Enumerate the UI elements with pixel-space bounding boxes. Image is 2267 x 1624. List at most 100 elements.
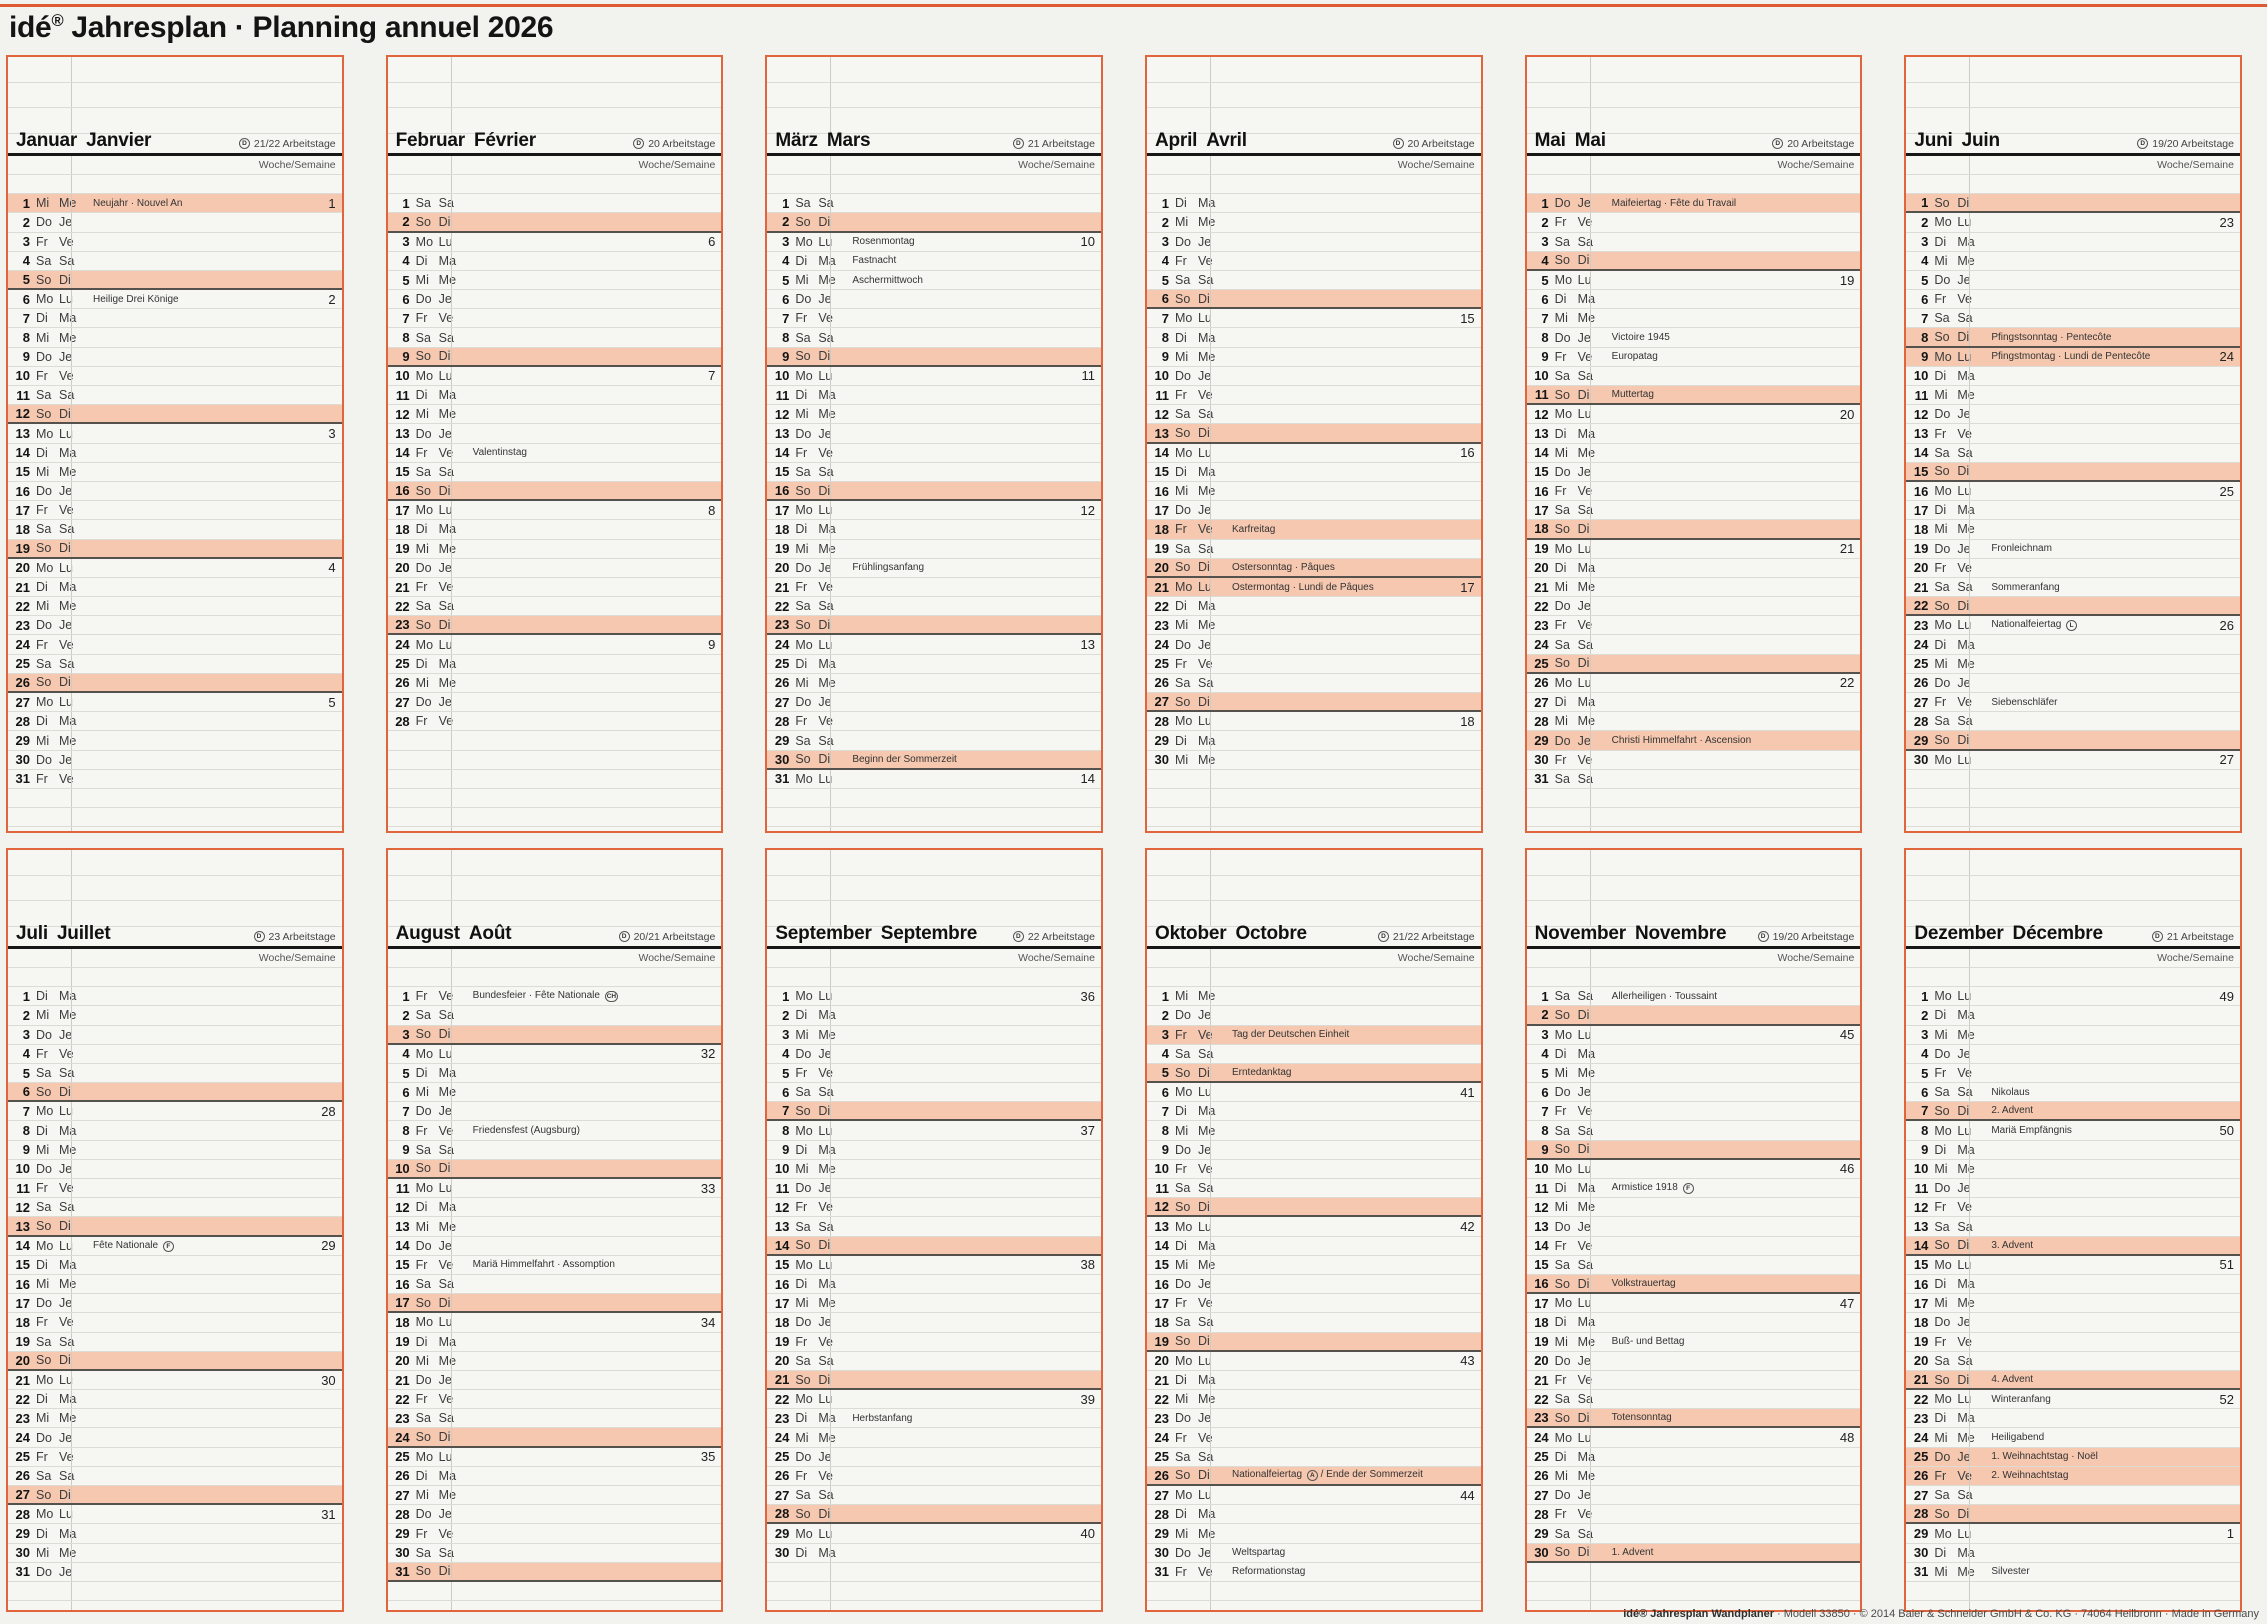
day-abbr-de: So (1174, 1199, 1191, 1214)
holiday-label: Mariä Himmelfahrt · Assomption (472, 1259, 615, 1271)
ruled-blank-row (8, 788, 342, 809)
day-abbr-fr: Ve (818, 311, 833, 326)
day-abbr-fr: Di (1197, 1199, 1210, 1214)
day-number: 4 (1541, 1046, 1549, 1062)
day-row: 18 So Di (1526, 520, 1861, 540)
day-row: 22 Mi Me (1146, 1390, 1481, 1410)
day-abbr-de: Mi (415, 1219, 429, 1234)
day-number: 19 (395, 541, 410, 557)
week-number: 47 (1839, 1295, 1855, 1311)
day-number: 15 (15, 1257, 30, 1273)
day-abbr-de: Sa (1554, 234, 1570, 249)
month-name-de: Oktober (1154, 922, 1227, 944)
months-grid: Januar Janvier D 21/22 Arbeitstage Woche/Sem… (6, 55, 2242, 1612)
day-abbr-de: Mi (415, 1085, 429, 1100)
day-abbr-de: So (1934, 195, 1950, 210)
day-abbr-fr: Ma (59, 580, 77, 594)
day-number: 13 (15, 426, 30, 441)
day-abbr-fr: Di (818, 1372, 831, 1387)
workdays-count: D 23 Arbeitstage (253, 931, 336, 945)
day-abbr-de: Do (36, 618, 52, 633)
day-abbr-fr: Sa (438, 464, 454, 479)
day-abbr-fr: Ma (1957, 234, 1975, 249)
day-abbr-de: Mi (1934, 522, 1948, 537)
day-row: 13 Sa Sa (1906, 1217, 2240, 1237)
day-row: 4 Fr Ve (1146, 251, 1481, 271)
day-abbr-fr: Je (1577, 1353, 1591, 1368)
country-marker-icon: D (633, 138, 645, 150)
day-abbr-fr: Je (438, 695, 452, 710)
day-row: 13 Do Je (767, 424, 1101, 444)
day-abbr-fr: Di (438, 214, 451, 229)
day-abbr-fr: Di (818, 483, 831, 498)
day-number: 28 (1913, 1506, 1929, 1522)
ruled-blank-row (388, 827, 722, 831)
day-abbr-fr: Ve (59, 234, 74, 249)
day-abbr-fr: Ma (59, 445, 77, 460)
day-abbr-fr: Lu (818, 503, 833, 518)
day-number: 13 (1534, 426, 1549, 441)
day-abbr-de: So (1174, 426, 1191, 440)
day-abbr-fr: Me (438, 675, 457, 690)
day-number: 18 (1534, 1314, 1549, 1330)
day-row: 10 Sa Sa (1526, 366, 1861, 387)
day-abbr-de: Fr (1174, 388, 1187, 403)
week-number: 20 (1839, 406, 1855, 422)
week-number: 43 (1460, 1353, 1475, 1369)
day-abbr-de: Mo (1554, 1296, 1573, 1311)
day-abbr-fr: Me (59, 733, 77, 748)
day-abbr-de: Sa (1174, 1449, 1191, 1464)
day-row: 26 Sa Sa (1146, 673, 1481, 694)
day-number: 6 (22, 1084, 30, 1100)
day-abbr-fr: Ve (438, 311, 454, 326)
week-header-row: Woche/Semaine (767, 155, 1101, 175)
holiday-label: Fête Nationale F (85, 1240, 300, 1252)
day-abbr-fr: Ma (818, 522, 836, 537)
holiday-label: Europatag (1611, 351, 1658, 363)
day-number: 26 (395, 1468, 410, 1484)
day-number: 31 (1534, 771, 1549, 787)
day-number: 15 (774, 464, 790, 480)
day-abbr-de: Do (1554, 196, 1571, 211)
day-row: 30 Mo Lu 27 (1906, 750, 2240, 770)
day-row: 23 Sa Sa (387, 1409, 722, 1429)
day-number: 24 (1534, 1430, 1549, 1446)
day-row: 19 Fr Ve (767, 1332, 1101, 1352)
ruled-blank-row (387, 967, 722, 988)
day-row: 4 Mi Me (1906, 251, 2240, 271)
day-row: 5 Mo Lu 19 (1526, 270, 1861, 291)
day-row: 15 Sa Sa (387, 462, 722, 482)
day-abbr-de: So (36, 1353, 52, 1368)
holiday-label: Herbstanfang (852, 1412, 913, 1424)
day-abbr-fr: Ma (438, 1468, 457, 1483)
day-abbr-fr: Je (1957, 541, 1971, 556)
week-header-label: Woche/Semaine (638, 158, 716, 171)
day-number: 30 (1154, 1545, 1169, 1561)
day-abbr-de: Mo (1934, 1123, 1952, 1138)
day-number: 17 (1534, 502, 1549, 518)
ruled-blank-row (387, 1581, 722, 1602)
day-row: 24 Mo Lu 48 (1526, 1428, 1861, 1448)
day-number: 2 (1541, 1007, 1549, 1023)
day-number: 26 (774, 675, 790, 691)
day-number: 12 (774, 406, 790, 422)
day-row: 27 So Di (8, 1486, 342, 1506)
day-abbr-fr: Ma (438, 1066, 457, 1080)
day-number: 17 (1913, 1295, 1929, 1311)
day-row: 6 So Di (1146, 290, 1481, 310)
week-header-row: Woche/Semaine (1526, 948, 1861, 968)
day-abbr-fr: Di (59, 1084, 71, 1099)
day-abbr-fr: Sa (1197, 1046, 1214, 1061)
day-abbr-fr: Je (59, 1161, 73, 1176)
day-number: 10 (1154, 368, 1169, 384)
day-number: 13 (395, 426, 410, 441)
day-abbr-fr: Je (818, 292, 832, 307)
ruled-blank-row (767, 1562, 1101, 1582)
month-header: Oktober Octobre D 21/22 Arbeitstage (1146, 923, 1481, 949)
day-number: 12 (395, 1199, 410, 1215)
day-abbr-de: So (1934, 464, 1950, 479)
ruled-blank-row (1147, 1601, 1481, 1610)
day-abbr-fr: Di (1957, 598, 1970, 613)
day-abbr-fr: Ma (1197, 599, 1216, 614)
workdays-text: 22 Arbeitstage (1027, 930, 1095, 943)
